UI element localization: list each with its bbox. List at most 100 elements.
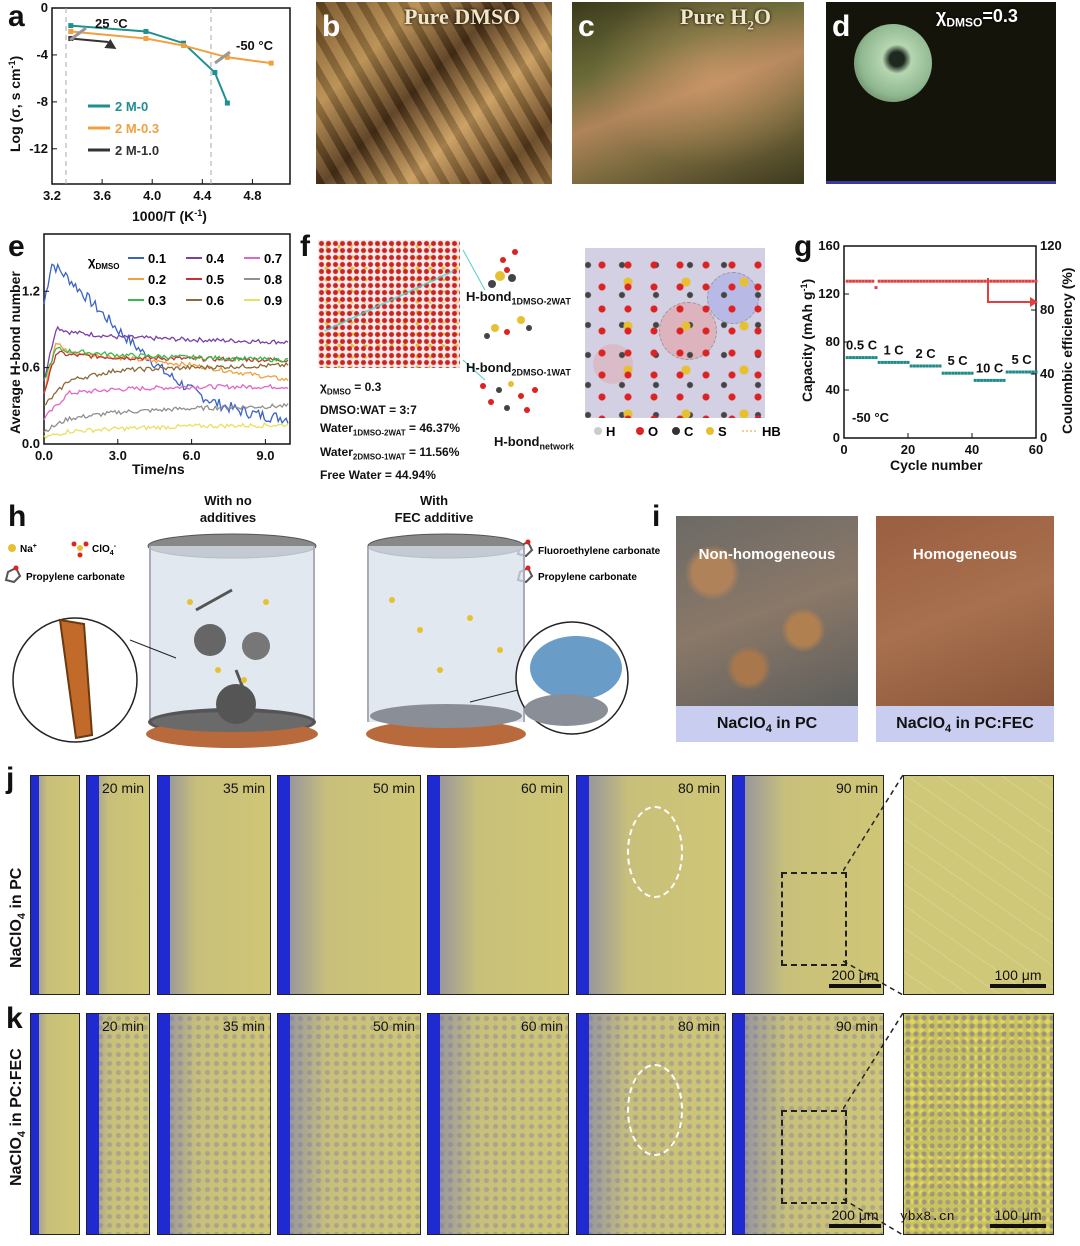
capacity-point bbox=[855, 356, 859, 360]
highlight-ellipse bbox=[627, 1064, 683, 1156]
rate-label: 0.5 C bbox=[846, 338, 878, 353]
md-simulation-box bbox=[318, 240, 460, 368]
micrograph-frame: 20 min bbox=[86, 775, 150, 995]
electrode-edge bbox=[733, 1014, 745, 1234]
legend-f: H O C S HB bbox=[594, 424, 781, 439]
rate-label: 10 C bbox=[976, 360, 1004, 375]
annotation-25c: 25 °C bbox=[95, 16, 128, 31]
ce-point bbox=[848, 279, 852, 283]
legend-h: H bbox=[606, 424, 615, 439]
micrograph-frame: 35 min bbox=[157, 775, 271, 995]
ce-point bbox=[893, 279, 897, 283]
y-right-tick-label: 80 bbox=[1040, 302, 1054, 317]
timestamp-label: 60 min bbox=[520, 780, 563, 796]
series-line-0.8 bbox=[43, 402, 289, 433]
scale-bar-label: 100 μm bbox=[994, 967, 1042, 983]
capacity-point bbox=[932, 364, 936, 368]
capacity-point bbox=[1002, 378, 1006, 382]
panel-label-d: d bbox=[832, 10, 851, 43]
timestamp-label: 20 min bbox=[101, 1018, 144, 1034]
ce-point bbox=[973, 279, 977, 283]
micrograph-frame bbox=[30, 1013, 80, 1235]
rate-label: 1 C bbox=[883, 342, 904, 357]
ce-point bbox=[948, 279, 952, 283]
micrograph-frame: 80 min bbox=[576, 1013, 726, 1235]
caption-nacl-pc-fec: NaClO4 in PC:FEC bbox=[876, 706, 1054, 742]
capacity-point bbox=[1012, 370, 1016, 374]
x-tick-label: 40 bbox=[965, 442, 979, 457]
timestamp-label: 90 min bbox=[835, 780, 878, 796]
capacity-point bbox=[1024, 370, 1028, 374]
scale-bar-line bbox=[829, 1224, 881, 1228]
capacity-point bbox=[992, 378, 996, 382]
ce-point bbox=[989, 279, 993, 283]
capacity-point bbox=[976, 378, 980, 382]
timestamp-label: 80 min bbox=[677, 780, 720, 796]
series-line-0.4 bbox=[43, 325, 289, 382]
capacity-point bbox=[1034, 370, 1038, 374]
ce-point bbox=[996, 279, 1000, 283]
connector-line bbox=[843, 775, 903, 872]
scale-bar-200um: 200 μm bbox=[829, 967, 881, 988]
capacity-point bbox=[1008, 370, 1012, 374]
capacity-point bbox=[861, 356, 865, 360]
ce-point bbox=[967, 279, 971, 283]
ce-point bbox=[1034, 279, 1038, 283]
ce-point bbox=[944, 279, 948, 283]
legend-label-0.5: 0.5 bbox=[206, 272, 224, 287]
electrode-edge bbox=[31, 1014, 39, 1234]
capacity-point bbox=[848, 356, 852, 360]
panel-label-c: c bbox=[578, 10, 595, 43]
ce-point bbox=[938, 279, 942, 283]
data-point bbox=[224, 100, 230, 106]
electrode-edge bbox=[278, 776, 290, 994]
ce-point bbox=[960, 279, 964, 283]
capacity-point bbox=[941, 371, 945, 375]
capacity-point bbox=[928, 364, 932, 368]
plot-frame bbox=[43, 233, 291, 445]
ce-point bbox=[970, 279, 974, 283]
timestamp-label: 60 min bbox=[520, 1018, 563, 1034]
chi-dmso: χDMSO = 0.3 bbox=[320, 380, 382, 397]
data-point bbox=[224, 54, 230, 60]
ce-point bbox=[932, 279, 936, 283]
legend-c: C bbox=[684, 424, 694, 439]
legend-fec: Fluoroethylene carbonate bbox=[538, 546, 661, 557]
droplet bbox=[854, 24, 932, 102]
composition-text: χDMSO = 0.3 DMSO:WAT = 3:7 Water1DMSO-2W… bbox=[320, 378, 460, 484]
legend-a: 2 M-0 2 M-0.3 2 M-1.0 bbox=[88, 99, 159, 158]
data-point bbox=[212, 70, 218, 76]
legend-label-0.9: 0.9 bbox=[264, 293, 282, 308]
y-axis-label-g-right: Coulombic efficiency (%) bbox=[1059, 268, 1075, 434]
scale-bar-label: 200 μm bbox=[831, 967, 879, 983]
arrow-25c bbox=[69, 26, 87, 42]
ce-point bbox=[877, 279, 881, 283]
free-water: Free Water = 44.94% bbox=[320, 468, 436, 483]
x-tick-label: 3.6 bbox=[93, 188, 111, 203]
ce-point bbox=[845, 279, 849, 283]
hbond-label-2: H-bond2DMSO-1WAT bbox=[466, 360, 571, 378]
tick-group: 3.2 3.6 4.0 4.4 4.8 0 -4 -8 -12 bbox=[29, 0, 261, 203]
capacity-point bbox=[954, 371, 958, 375]
panel-label-j: j bbox=[6, 762, 15, 795]
legend-title-e: χDMSO bbox=[88, 254, 119, 271]
panel-label-k: k bbox=[6, 1002, 23, 1035]
ce-point bbox=[992, 279, 996, 283]
series-group bbox=[43, 262, 289, 439]
legend-label-2m-0.3: 2 M-0.3 bbox=[115, 121, 159, 136]
solvation-structure bbox=[585, 248, 765, 418]
panel-label-g: g bbox=[794, 230, 813, 263]
photo-title-b: Pure DMSO bbox=[404, 4, 521, 29]
ce-point bbox=[912, 279, 916, 283]
ce-point bbox=[864, 279, 868, 283]
capacity-point bbox=[880, 360, 884, 364]
dendrite-cluster bbox=[194, 624, 226, 656]
panel-label-e: e bbox=[8, 230, 25, 263]
ce-point bbox=[1005, 279, 1009, 283]
x-tick-label: 4.0 bbox=[143, 188, 161, 203]
schematic-h: Na+ ClO4- Propylene carbonate Fluoroethy… bbox=[4, 533, 661, 748]
timestamp-label: 50 min bbox=[372, 780, 415, 796]
cell-fec-additive bbox=[366, 533, 526, 748]
capacity-point bbox=[1018, 370, 1022, 374]
